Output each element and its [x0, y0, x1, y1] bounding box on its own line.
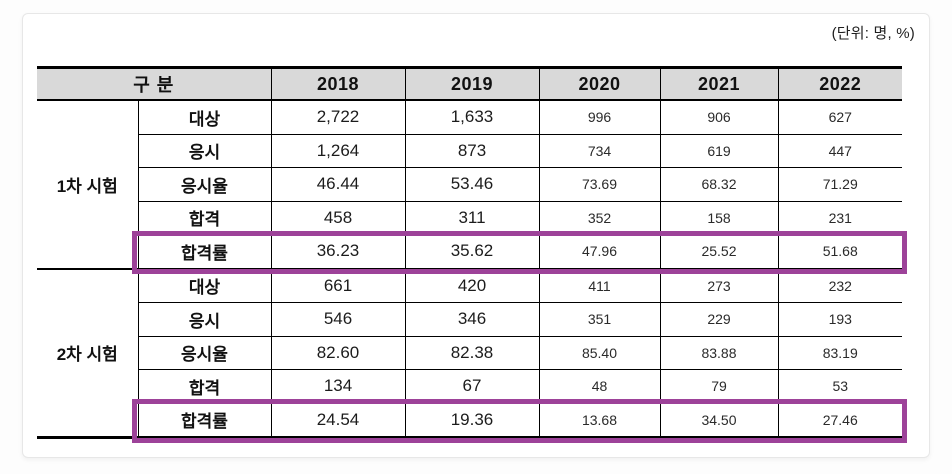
value-cell: 996 — [538, 100, 660, 135]
value-cell: 458 — [270, 201, 405, 235]
value-cell: 420 — [404, 268, 539, 303]
table-row: 응시율 46.44 53.46 73.69 68.32 71.29 — [37, 167, 902, 202]
table-row: 1차 시험 대상 2,722 1,633 996 906 627 — [37, 100, 902, 270]
value-cell: 411 — [538, 268, 660, 303]
row-label-cell: 응시율 — [137, 167, 272, 202]
exam-stats-table: 구 분 2018 2019 2020 2021 2022 1차 시험 대상 2,722 1,63… — [37, 66, 902, 439]
table-row: 합격률 36.23 35.62 47.96 25.52 51.68 — [37, 234, 902, 270]
group-label-cell: 1차 시험 — [37, 100, 138, 270]
header-cell-year: 2019 — [404, 66, 539, 101]
row-label-cell: 대상 — [137, 100, 272, 135]
value-cell: 158 — [659, 201, 778, 235]
value-cell: 447 — [777, 134, 902, 168]
value-cell: 53 — [777, 369, 902, 404]
value-cell: 661 — [270, 268, 405, 303]
value-cell: 619 — [659, 134, 778, 168]
value-cell: 232 — [777, 268, 902, 303]
value-cell: 352 — [538, 201, 660, 235]
value-cell: 231 — [777, 201, 902, 235]
value-cell: 85.40 — [538, 336, 660, 370]
value-cell: 873 — [404, 134, 539, 168]
value-cell: 35.62 — [404, 234, 539, 270]
table-row: 2차 시험 대상 661 420 411 273 232 — [37, 268, 902, 439]
value-cell: 73.69 — [538, 167, 660, 202]
value-cell: 2,722 — [270, 100, 405, 135]
value-cell: 1,264 — [270, 134, 405, 168]
value-cell: 229 — [659, 302, 778, 337]
row-label-cell: 응시 — [137, 302, 272, 337]
table-row: 합격 134 67 48 79 53 — [37, 369, 902, 404]
table-row: 응시 1,264 873 734 619 447 — [37, 134, 902, 168]
value-cell: 19.36 — [404, 403, 539, 439]
row-label-cell: 응시율 — [137, 336, 272, 370]
value-cell: 82.60 — [270, 336, 405, 370]
value-cell: 48 — [538, 369, 660, 404]
row-label-cell: 합격 — [137, 369, 272, 404]
header-cell-category: 구 분 — [37, 66, 271, 101]
value-cell: 53.46 — [404, 167, 539, 202]
table-row: 응시율 82.60 82.38 85.40 83.88 83.19 — [37, 336, 902, 370]
row-label-cell: 응시 — [137, 134, 272, 168]
row-label-cell: 합격률 — [137, 234, 272, 270]
value-cell: 67 — [404, 369, 539, 404]
header-cell-year: 2021 — [659, 66, 778, 101]
value-cell: 46.44 — [270, 167, 405, 202]
table-header: 구 분 2018 2019 2020 2021 2022 — [37, 66, 902, 101]
value-cell: 627 — [777, 100, 902, 135]
header-row: 구 분 2018 2019 2020 2021 2022 — [37, 66, 902, 101]
value-cell: 47.96 — [538, 234, 660, 270]
value-cell: 546 — [270, 302, 405, 337]
value-cell: 27.46 — [777, 403, 902, 439]
value-cell: 311 — [404, 201, 539, 235]
row-label-cell: 합격률 — [137, 403, 272, 439]
value-cell: 906 — [659, 100, 778, 135]
value-cell: 273 — [659, 268, 778, 303]
value-cell: 346 — [404, 302, 539, 337]
value-cell: 83.19 — [777, 336, 902, 370]
value-cell: 734 — [538, 134, 660, 168]
row-label-cell: 합격 — [137, 201, 272, 235]
table-row: 응시 546 346 351 229 193 — [37, 302, 902, 337]
value-cell: 34.50 — [659, 403, 778, 439]
report-card: (단위: 명, %) 구 분 2018 2019 2020 2021 2022 1차 시험… — [22, 13, 930, 458]
value-cell: 68.32 — [659, 167, 778, 202]
value-cell: 25.52 — [659, 234, 778, 270]
value-cell: 79 — [659, 369, 778, 404]
unit-label: (단위: 명, %) — [831, 25, 915, 42]
value-cell: 193 — [777, 302, 902, 337]
value-cell: 1,633 — [404, 100, 539, 135]
exam-table-wrap: 구 분 2018 2019 2020 2021 2022 1차 시험 대상 2,722 1,63… — [37, 66, 907, 443]
header-cell-year: 2020 — [538, 66, 660, 101]
value-cell: 13.68 — [538, 403, 660, 439]
value-cell: 51.68 — [777, 234, 902, 270]
value-cell: 134 — [270, 369, 405, 404]
table-row: 합격률 24.54 19.36 13.68 34.50 27.46 — [37, 403, 902, 439]
table-row: 합격 458 311 352 158 231 — [37, 201, 902, 235]
header-cell-year: 2018 — [270, 66, 405, 101]
table-body: 1차 시험 대상 2,722 1,633 996 906 627 응시 1,264 873 734 6… — [37, 100, 902, 439]
value-cell: 24.54 — [270, 403, 405, 439]
header-cell-year: 2022 — [777, 66, 902, 101]
value-cell: 82.38 — [404, 336, 539, 370]
row-label-cell: 대상 — [137, 268, 272, 303]
value-cell: 36.23 — [270, 234, 405, 270]
group-label-cell: 2차 시험 — [37, 268, 138, 439]
value-cell: 83.88 — [659, 336, 778, 370]
value-cell: 351 — [538, 302, 660, 337]
value-cell: 71.29 — [777, 167, 902, 202]
